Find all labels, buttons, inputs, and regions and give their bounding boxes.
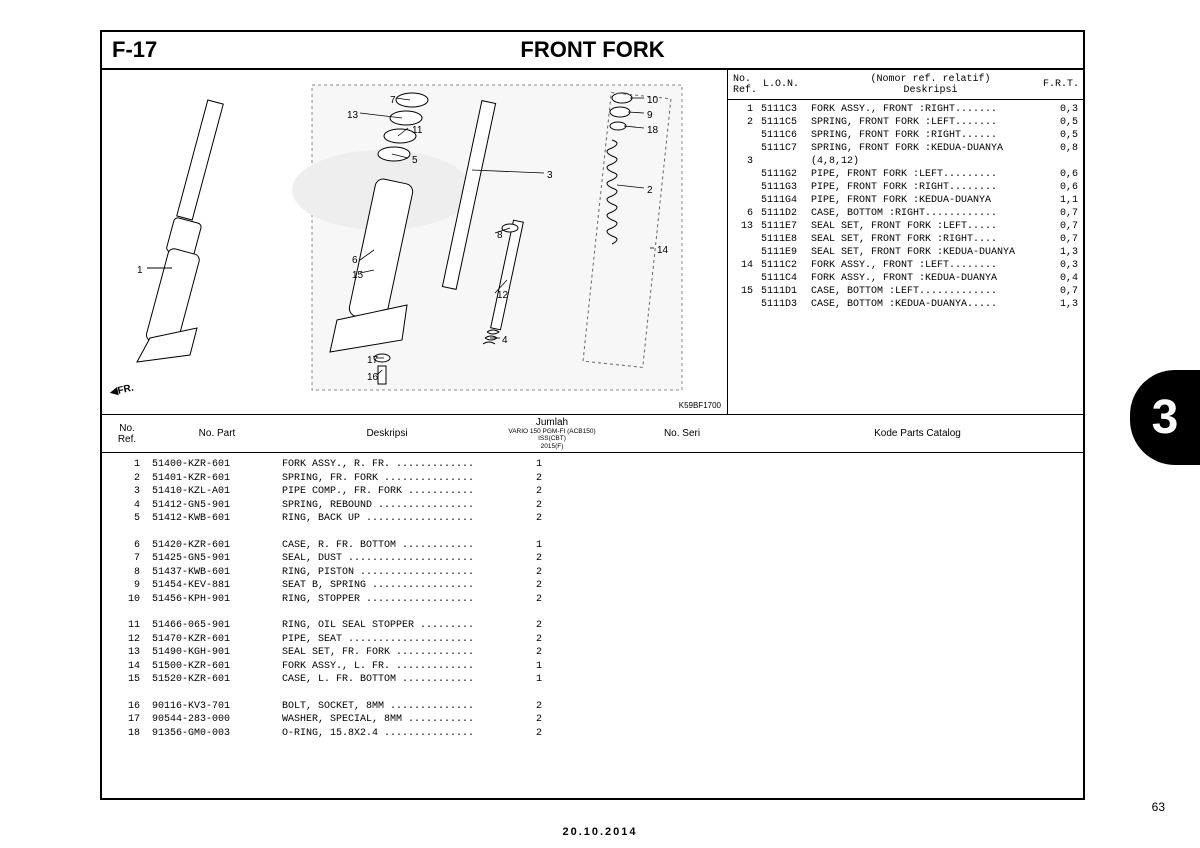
parts-header-no: No.Ref. [102,423,152,445]
callout-label: 15 [352,270,363,281]
part-row: 1151466-065-901RING, OIL SEAL STOPPER ..… [112,619,1073,633]
parts-header-kode: Kode Parts Catalog [752,428,1083,439]
part-row: 1251470-KZR-601PIPE, SEAT ..............… [112,633,1073,647]
callout-label: 11 [412,125,422,136]
part-row: 751425-GN5-901SEAL, DUST ...............… [112,552,1073,566]
part-row: 1051456-KPH-901RING, STOPPER ...........… [112,593,1073,607]
parts-header-desc: Deskripsi [282,428,492,439]
ref-row: 135111E7SEAL SET, FRONT FORK :LEFT.....0… [733,220,1078,233]
parts-header-seri: No. Seri [612,428,752,439]
ref-row: 5111C6SPRING, FRONT FORK :RIGHT......0,5 [733,129,1078,142]
section-code: F-17 [102,37,302,63]
callout-label: 4 [502,335,508,346]
ref-row: 5111C7SPRING, FRONT FORK :KEDUA-DUANYA0,… [733,142,1078,155]
part-row: 951454-KEV-881SEAT B, SPRING ...........… [112,579,1073,593]
ref-row: 5111G4PIPE, FRONT FORK :KEDUA-DUANYA1,1 [733,194,1078,207]
ref-row: 155111D1CASE, BOTTOM :LEFT.............0… [733,285,1078,298]
part-row: 1551520-KZR-601CASE, L. FR. BOTTOM .....… [112,673,1073,687]
callout-label: 13 [347,110,358,121]
ref-table-header: No.Ref. L.O.N. (Nomor ref. relatif)Deskr… [728,70,1083,100]
callout-label: 8 [497,230,503,241]
section-title: FRONT FORK [302,37,1083,63]
parts-table-header: No.Ref. No. Part Deskripsi Jumlah VARIO … [102,415,1083,453]
callout-label: 16 [367,372,378,383]
part-row: 1351490-KGH-901SEAL SET, FR. FORK ......… [112,646,1073,660]
callout-label: 17 [367,355,378,366]
page-frame: F-17 FRONT FORK [100,30,1085,800]
part-row: 451412-GN5-901SPRING, REBOUND ..........… [112,499,1073,513]
diagram-area: 171311536158124171610918214 ◀FR. K59BF17… [102,70,728,414]
ref-header-desc: (Nomor ref. relatif)Deskripsi [818,74,1043,96]
ref-row: 5111E9SEAL SET, FRONT FORK :KEDUA-DUANYA… [733,246,1078,259]
ref-row: 5111G3PIPE, FRONT FORK :RIGHT........0,6 [733,181,1078,194]
ref-row: 15111C3FORK ASSY., FRONT :RIGHT.......0,… [733,103,1078,116]
reference-table: No.Ref. L.O.N. (Nomor ref. relatif)Deskr… [728,70,1083,414]
part-row: 251401-KZR-601SPRING, FR. FORK .........… [112,472,1073,486]
ref-row: 145111C2FORK ASSY., FRONT :LEFT........0… [733,259,1078,272]
callout-label: 3 [547,170,553,181]
part-row: 1690116-KV3-701BOLT, SOCKET, 8MM .......… [112,700,1073,714]
callout-label: 18 [647,125,658,136]
parts-header-jumlah: Jumlah VARIO 150 PGM-FI (ACB150)ISS(CBT)… [492,417,612,449]
part-row: 1891356-GM0-003O-RING, 15.8X2.4 ........… [112,727,1073,741]
ref-row: 25111C5SPRING, FRONT FORK :LEFT.......0,… [733,116,1078,129]
ref-row: 5111D3CASE, BOTTOM :KEDUA-DUANYA.....1,3 [733,298,1078,311]
part-row: 151400-KZR-601FORK ASSY., R. FR. .......… [112,458,1073,472]
diagram-code: K59BF1700 [679,401,721,410]
callout-label: 5 [412,155,418,166]
part-row: 651420-KZR-601CASE, R. FR. BOTTOM ......… [112,539,1073,553]
ref-row: 5111G2PIPE, FRONT FORK :LEFT.........0,6 [733,168,1078,181]
footer-date: 20.10.2014 [0,826,1200,838]
chapter-tab: 3 [1130,370,1200,465]
callout-label: 1 [137,265,143,276]
ref-header-lon: L.O.N. [763,78,818,91]
part-row: 1790544-283-000WASHER, SPECIAL, 8MM ....… [112,713,1073,727]
page-number: 63 [1152,800,1165,814]
header-row: F-17 FRONT FORK [102,32,1083,70]
fork-diagram [102,70,722,413]
upper-section: 171311536158124171610918214 ◀FR. K59BF17… [102,70,1083,415]
callout-label: 2 [647,185,653,196]
callout-label: 7 [390,95,396,106]
ref-header-frt: F.R.T. [1043,78,1078,91]
part-row: 551412-KWB-601RING, BACK UP ............… [112,512,1073,526]
callout-label: 10 [647,95,658,106]
parts-header-part: No. Part [152,428,282,439]
part-row: 1451500-KZR-601FORK ASSY., L. FR. ......… [112,660,1073,674]
callout-label: 6 [352,255,358,266]
ref-row: 5111C4FORK ASSY., FRONT :KEDUA-DUANYA0,4 [733,272,1078,285]
ref-table-body: 15111C3FORK ASSY., FRONT :RIGHT.......0,… [728,100,1083,314]
ref-row: 3(4,8,12) [733,155,1078,168]
callout-label: 14 [657,245,668,256]
part-row: 351410-KZL-A01PIPE COMP., FR. FORK .....… [112,485,1073,499]
part-row: 851437-KWB-601RING, PISTON .............… [112,566,1073,580]
callout-label: 9 [647,110,653,121]
ref-row: 65111D2CASE, BOTTOM :RIGHT............0,… [733,207,1078,220]
callout-label: 12 [497,290,508,301]
ref-row: 5111E8SEAL SET, FRONT FORK :RIGHT....0,7 [733,233,1078,246]
ref-header-no: No.Ref. [733,74,763,96]
parts-table-body: 151400-KZR-601FORK ASSY., R. FR. .......… [102,453,1083,745]
